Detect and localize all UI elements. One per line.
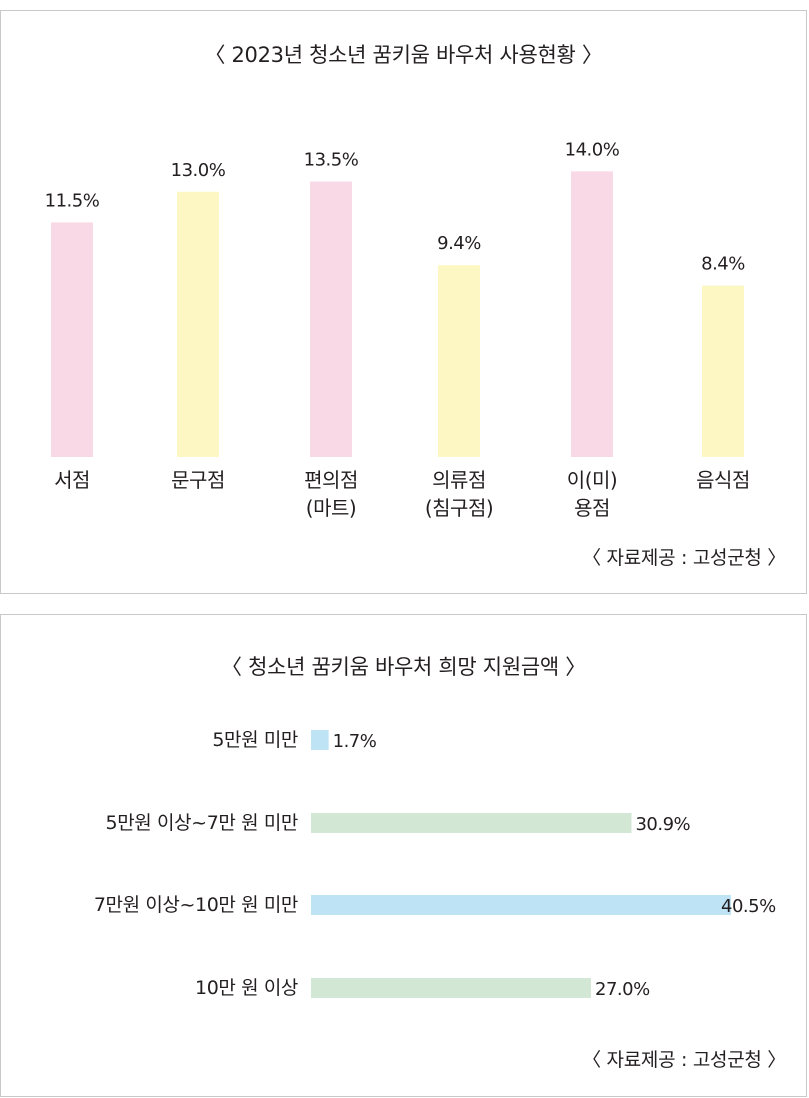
category-label: (침구점) (425, 496, 493, 520)
category-label: 문구점 (171, 468, 225, 492)
data-label: 13.5% (304, 150, 359, 171)
chart-source: 〈 자료제공 : 고성군청 〉 (582, 547, 786, 569)
data-label: 40.5% (721, 896, 776, 917)
bar (311, 730, 329, 750)
category-label: 5만원 이상~7만 원 미만 (106, 812, 298, 834)
bar (311, 895, 731, 915)
bar (177, 191, 219, 457)
category-label: (마트) (306, 496, 356, 520)
data-label: 27.0% (595, 979, 650, 1000)
category-label: 이(미) (567, 468, 617, 492)
data-label: 9.4% (437, 233, 481, 254)
amount-bar-chart: 5만원 미만 1.7% 5만원 이상~7만 원 미만 30.9% 7만원 이상~10만 … (94, 729, 777, 1000)
bar (311, 978, 591, 998)
bar (311, 813, 632, 833)
bar (702, 285, 744, 457)
usage-chart-panel: 〈 2023년 청소년 꿈키움 바우처 사용현황 〉 11.5% 서점 13.0% 문… (0, 10, 807, 594)
category-label: 5만원 미만 (212, 729, 298, 751)
bar (571, 171, 613, 457)
data-label: 14.0% (565, 139, 620, 160)
category-label: 7만원 이상~10만 원 미만 (94, 894, 298, 916)
chart-title: 〈 청소년 꿈키움 바우처 희망 지원금액 〉 (221, 655, 586, 679)
category-label: 음식점 (696, 468, 750, 492)
chart-source: 〈 자료제공 : 고성군청 〉 (582, 1049, 786, 1071)
bar (51, 222, 93, 457)
category-label: 용점 (574, 496, 610, 520)
category-label: 편의점 (304, 468, 358, 492)
category-label: 10만 원 이상 (195, 977, 298, 999)
amount-chart-panel: 〈 청소년 꿈키움 바우처 희망 지원금액 〉 5만원 미만 1.7% 5만원 이상… (0, 614, 807, 1097)
data-label: 30.9% (635, 814, 690, 835)
data-label: 8.4% (701, 254, 745, 275)
bar (310, 181, 352, 457)
category-label: 서점 (54, 468, 90, 492)
category-label: 의류점 (432, 468, 486, 492)
chart-title: 〈 2023년 청소년 꿈키움 바우처 사용현황 〉 (204, 43, 603, 67)
data-label: 13.0% (171, 160, 226, 181)
bar (438, 265, 480, 457)
data-label: 11.5% (45, 190, 100, 211)
usage-bar-chart: 11.5% 서점 13.0% 문구점 13.5% 편의점 (마트) 9.4% 의류점 (침구점) 1… (45, 139, 751, 520)
data-label: 1.7% (333, 731, 377, 752)
